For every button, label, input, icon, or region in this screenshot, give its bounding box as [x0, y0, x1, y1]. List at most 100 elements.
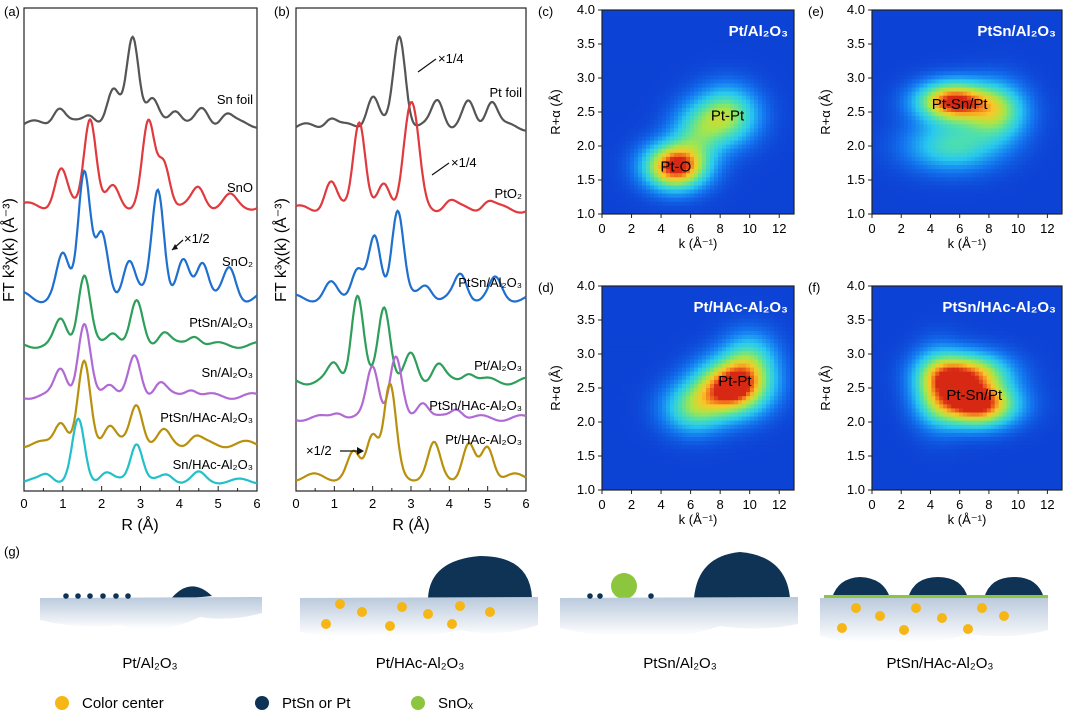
heatmap-cell [718, 38, 723, 44]
heatmap-cell [714, 193, 719, 199]
heatmap-cell [626, 107, 631, 113]
heatmap-cell [742, 160, 747, 166]
heatmap-cell [618, 140, 623, 146]
heatmap-cell [714, 128, 719, 133]
heatmap-cell [666, 58, 671, 64]
heatmap-cell [726, 197, 731, 203]
heatmap-cell [630, 42, 635, 48]
heatmap-cell [746, 205, 751, 211]
heatmap-cell [1058, 205, 1062, 211]
heatmap-cell [714, 83, 719, 89]
heatmap-cell [947, 71, 952, 76]
heatmap-cell [622, 144, 627, 150]
heatmap-cell [1034, 185, 1039, 191]
heatmap-cell [738, 103, 743, 109]
heatmap-cell [947, 116, 952, 121]
heatmap-cell [915, 112, 921, 117]
heatmap-cell [614, 107, 619, 113]
heatmap-cell [634, 205, 639, 211]
heatmap-cell [899, 185, 905, 191]
heatmap-cell [1026, 79, 1031, 85]
heatmap-cell [907, 140, 913, 146]
heatmap-cell [1050, 181, 1055, 187]
panel-letter-b: (b) [274, 4, 290, 19]
heatmap-cell [887, 209, 893, 214]
heatmap-cell [943, 128, 948, 133]
heatmap-cell [686, 10, 691, 15]
heatmap-cell [994, 58, 1000, 64]
heatmap-cell [919, 165, 925, 170]
heatmap-cell [754, 87, 759, 93]
heatmap-cell [931, 99, 936, 105]
heatmap-cell [879, 95, 885, 101]
heatmap-cell [943, 42, 948, 48]
heatmap-cell [686, 144, 691, 150]
heatmap-cell [602, 412, 607, 418]
heatmap-cell [742, 50, 747, 56]
heatmap-cell [734, 205, 739, 211]
heatmap-cell [978, 124, 984, 129]
heatmap-cell [1050, 26, 1055, 31]
heatmap-cell [666, 120, 671, 125]
heatmap-cell [758, 34, 763, 40]
heatmap-cell [1026, 144, 1031, 150]
heatmap-cell [658, 124, 663, 129]
heatmap-cell [1030, 58, 1035, 64]
heatmap-cell [786, 10, 791, 15]
heatmap-cell [872, 148, 877, 154]
heatmap-cell [923, 201, 929, 207]
heatmap-cell [970, 173, 976, 178]
heatmap-cell [998, 46, 1004, 52]
wt-x-tick-label: 0 [598, 221, 605, 236]
heatmap-cell [1018, 160, 1024, 166]
heatmap-cell [1010, 46, 1016, 52]
heatmap-cell [666, 38, 671, 44]
heatmap-cell [690, 54, 695, 60]
heatmap-cell [951, 209, 956, 214]
heatmap-cell [1002, 38, 1008, 44]
heatmap-cell [670, 79, 675, 85]
heatmap-cell [738, 87, 743, 93]
heatmap-cell [614, 116, 619, 121]
heatmap-cell [726, 91, 731, 97]
heatmap-cell [750, 26, 755, 31]
heatmap-cell [790, 95, 794, 101]
heatmap-cell [943, 63, 948, 68]
heatmap-cell [650, 144, 655, 150]
heatmap-cell [935, 140, 940, 146]
heatmap-cell [642, 185, 647, 191]
heatmap-cell [606, 148, 611, 154]
heatmap-cell [1026, 83, 1031, 89]
heatmap-cell [602, 330, 607, 336]
heatmap-cell [1058, 58, 1062, 64]
heatmap-cell [718, 193, 723, 199]
heatmap-cell [875, 173, 881, 178]
heatmap-cell [1002, 189, 1008, 195]
heatmap-cell [774, 116, 779, 121]
heatmap-cell [1018, 71, 1024, 76]
heatmap-cell [766, 197, 771, 203]
heatmap-cell [786, 116, 791, 121]
heatmap-cell [911, 83, 917, 89]
heatmap-cell [686, 26, 691, 31]
heatmap-cell [915, 173, 921, 178]
heatmap-cell [642, 120, 647, 125]
heatmap-cell [915, 99, 921, 105]
heatmap-cell [742, 42, 747, 48]
heatmap-cell [714, 152, 719, 158]
heatmap-cell [678, 169, 683, 174]
heatmap-cell [766, 156, 771, 162]
heatmap-cell [746, 22, 751, 27]
heatmap-cell [1038, 140, 1043, 146]
heatmap-cell [690, 185, 695, 191]
heatmap-cell [790, 132, 794, 138]
heatmap-cell [990, 177, 996, 182]
heatmap-cell [718, 132, 723, 138]
heatmap-cell [722, 148, 727, 154]
heatmap-cell [654, 34, 659, 40]
heatmap-cell [1050, 193, 1055, 199]
heatmap-cell [610, 160, 615, 166]
heatmap-cell [618, 136, 623, 142]
heatmap-cell [634, 148, 639, 154]
heatmap-cell [1026, 197, 1031, 203]
